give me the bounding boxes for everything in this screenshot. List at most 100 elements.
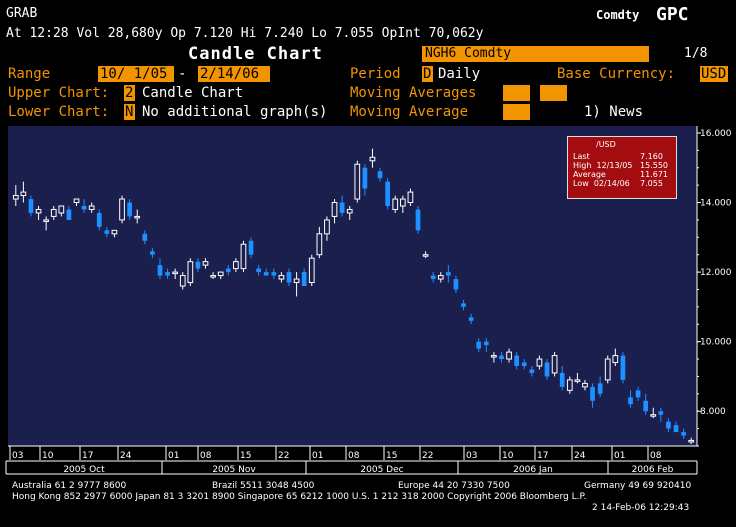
candle-up xyxy=(293,278,300,284)
legend-low-label: Low 02/14/06 xyxy=(573,179,630,188)
candle-up xyxy=(88,205,95,210)
x-tick-label: 08 xyxy=(650,451,662,461)
candle-up xyxy=(172,271,179,275)
range-start-field[interactable]: 10/ 1/05 xyxy=(98,66,174,82)
candle-down xyxy=(195,261,201,269)
candle-down xyxy=(104,230,110,234)
base-currency-field[interactable]: USD xyxy=(700,66,728,82)
lower-chart-label: Lower Chart: xyxy=(8,104,110,120)
news-link[interactable]: 1) News xyxy=(584,104,644,120)
candle-down xyxy=(385,181,391,206)
x-tick-label: 03 xyxy=(12,451,23,461)
candle-up xyxy=(399,198,406,207)
candle-up xyxy=(202,261,209,266)
candle-up xyxy=(491,355,497,358)
candle-down xyxy=(28,199,34,213)
candle-down xyxy=(256,268,261,273)
month-label: 2005 Dec xyxy=(360,465,403,475)
candle-down xyxy=(248,240,254,255)
candle-up xyxy=(331,202,338,217)
security-field[interactable]: NGH6 Comdty xyxy=(422,46,649,62)
candle-down xyxy=(271,272,277,276)
candle-up xyxy=(35,208,42,214)
x-tick-label: 01 xyxy=(614,451,625,461)
candle-up xyxy=(582,382,588,388)
x-tick-label: 22 xyxy=(278,451,289,461)
moving-average-lower-field[interactable] xyxy=(503,104,530,120)
candle-down xyxy=(597,383,603,394)
candle-down xyxy=(559,372,565,387)
x-tick-label: 15 xyxy=(386,451,397,461)
upper-chart-code-field[interactable]: 2 xyxy=(124,85,135,101)
candle-down xyxy=(96,212,102,227)
moving-average-field-2[interactable] xyxy=(540,85,567,101)
candle-up xyxy=(688,439,695,443)
candle-down xyxy=(286,272,292,283)
candle-down xyxy=(150,251,155,255)
period-code-field[interactable]: D xyxy=(422,66,433,82)
x-tick-label: 22 xyxy=(422,451,433,461)
legend-currency: /USD xyxy=(596,140,616,149)
candle-down xyxy=(430,275,436,280)
candle-down xyxy=(339,202,345,213)
candle-up xyxy=(210,275,216,278)
x-tick-label: 10 xyxy=(42,451,54,461)
candle-down xyxy=(453,279,459,290)
candle-up xyxy=(574,379,581,382)
candle-down xyxy=(81,206,87,210)
candle-down xyxy=(521,362,527,366)
footer-europe: Europe 44 20 7330 7500 xyxy=(398,481,510,491)
candle-down xyxy=(635,390,641,398)
candle-up xyxy=(551,355,558,374)
candle-up xyxy=(612,355,619,364)
candle-up xyxy=(187,261,194,284)
candle-up xyxy=(240,243,247,270)
month-label: 2005 Nov xyxy=(212,465,256,475)
candle-up xyxy=(407,191,414,204)
x-tick-label: 17 xyxy=(537,451,548,461)
candle-down xyxy=(142,233,148,241)
candle-down xyxy=(362,167,368,189)
candle-down xyxy=(643,400,649,412)
x-tick-label: 08 xyxy=(348,451,360,461)
candle-down xyxy=(225,268,231,273)
month-label: 2005 Oct xyxy=(63,465,105,475)
legend-high-value: 15.550 xyxy=(640,161,668,170)
candle-up xyxy=(316,233,323,256)
candle-up xyxy=(217,271,224,277)
y-tick-label: 10.000 xyxy=(700,338,732,348)
candle-up xyxy=(134,215,141,219)
range-end-field[interactable]: 2/14/06 xyxy=(198,66,270,82)
candle-up xyxy=(50,208,57,217)
candle-down xyxy=(446,272,451,276)
footer-brazil: Brazil 5511 3048 4500 xyxy=(212,481,315,491)
x-tick-label: 03 xyxy=(466,451,477,461)
candle-up xyxy=(437,275,444,280)
candle-down xyxy=(157,265,163,276)
lower-chart-value: No additional graph(s) xyxy=(142,104,328,120)
candle-up xyxy=(369,156,376,162)
candle-up xyxy=(73,198,80,204)
y-tick-label: 8.000 xyxy=(700,407,726,417)
moving-average-field-1[interactable] xyxy=(503,85,530,101)
legend-average-label: Average xyxy=(573,170,606,179)
month-label: 2006 Feb xyxy=(632,465,674,475)
legend-high-label: High 12/13/05 xyxy=(573,161,633,170)
candle-down xyxy=(263,272,269,276)
footer-australia: Australia 61 2 9777 8600 xyxy=(12,481,127,491)
upper-chart-label: Upper Chart: xyxy=(8,85,110,101)
footer-timestamp: 2 14-Feb-06 12:29:43 xyxy=(592,503,690,513)
x-tick-label: 24 xyxy=(120,451,132,461)
candle-down xyxy=(461,303,466,307)
candle-up xyxy=(506,351,512,360)
candle-up xyxy=(566,379,573,391)
candle-up xyxy=(111,229,118,235)
x-tick-label: 01 xyxy=(168,451,179,461)
range-label: Range xyxy=(8,66,51,82)
candle-down xyxy=(476,341,482,349)
candle-down xyxy=(529,369,535,373)
candle-up xyxy=(650,414,657,417)
lower-chart-code-field[interactable]: N xyxy=(124,104,135,120)
legend-last-value: 7.160 xyxy=(640,152,663,161)
